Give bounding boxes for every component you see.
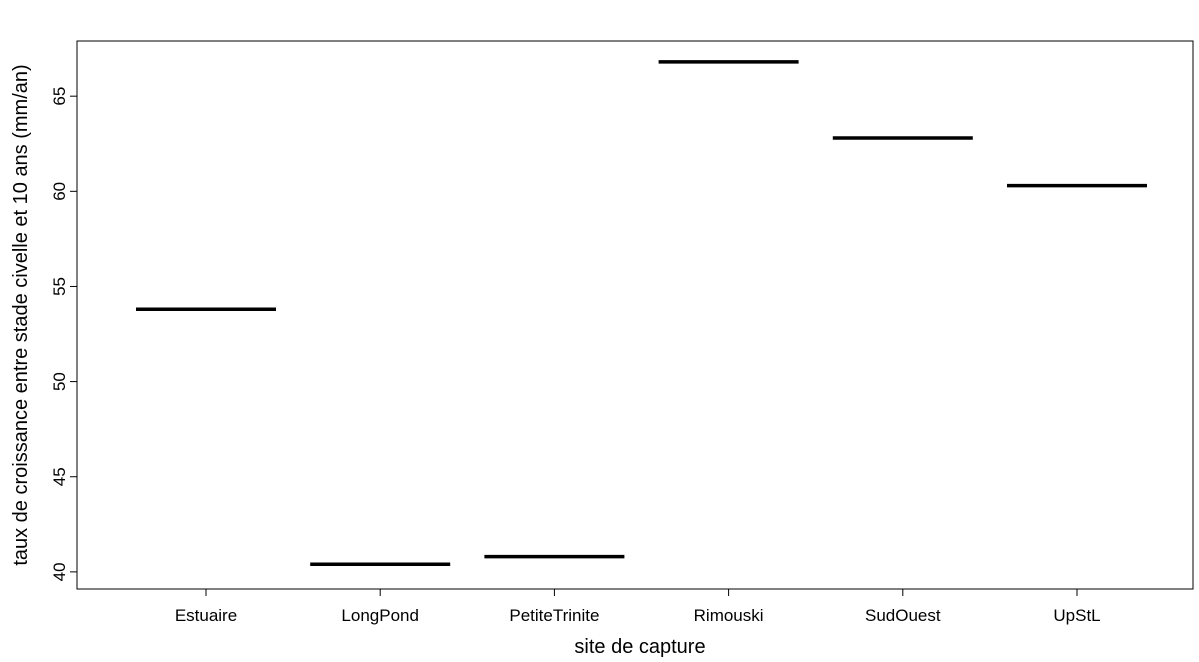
x-axis-title: site de capture [574, 636, 705, 658]
y-tick-label: 45 [50, 467, 69, 486]
x-tick-label-upstl: UpStL [1053, 606, 1100, 625]
x-tick-label-petitetrinite: PetiteTrinite [509, 606, 599, 625]
x-tick-label-sudouest: SudOuest [865, 606, 941, 625]
y-tick-label: 40 [50, 562, 69, 581]
y-tick-label: 55 [50, 277, 69, 296]
y-axis: 40 45 50 55 60 65 [50, 87, 77, 581]
y-tick-label: 50 [50, 372, 69, 391]
plot-frame [76, 40, 1194, 590]
data-marks [136, 60, 1147, 567]
x-tick-label-rimouski: Rimouski [694, 606, 764, 625]
y-tick-label: 60 [50, 182, 69, 201]
x-tick-label-longpond: LongPond [341, 606, 419, 625]
x-axis: Estuaire LongPond PetiteTrinite Rimouski Sud… [175, 589, 1101, 625]
x-tick-label-estuaire: Estuaire [175, 606, 237, 625]
y-tick-label: 65 [50, 87, 69, 106]
y-axis-title: taux de croissance entre stade civelle e… [10, 64, 32, 565]
